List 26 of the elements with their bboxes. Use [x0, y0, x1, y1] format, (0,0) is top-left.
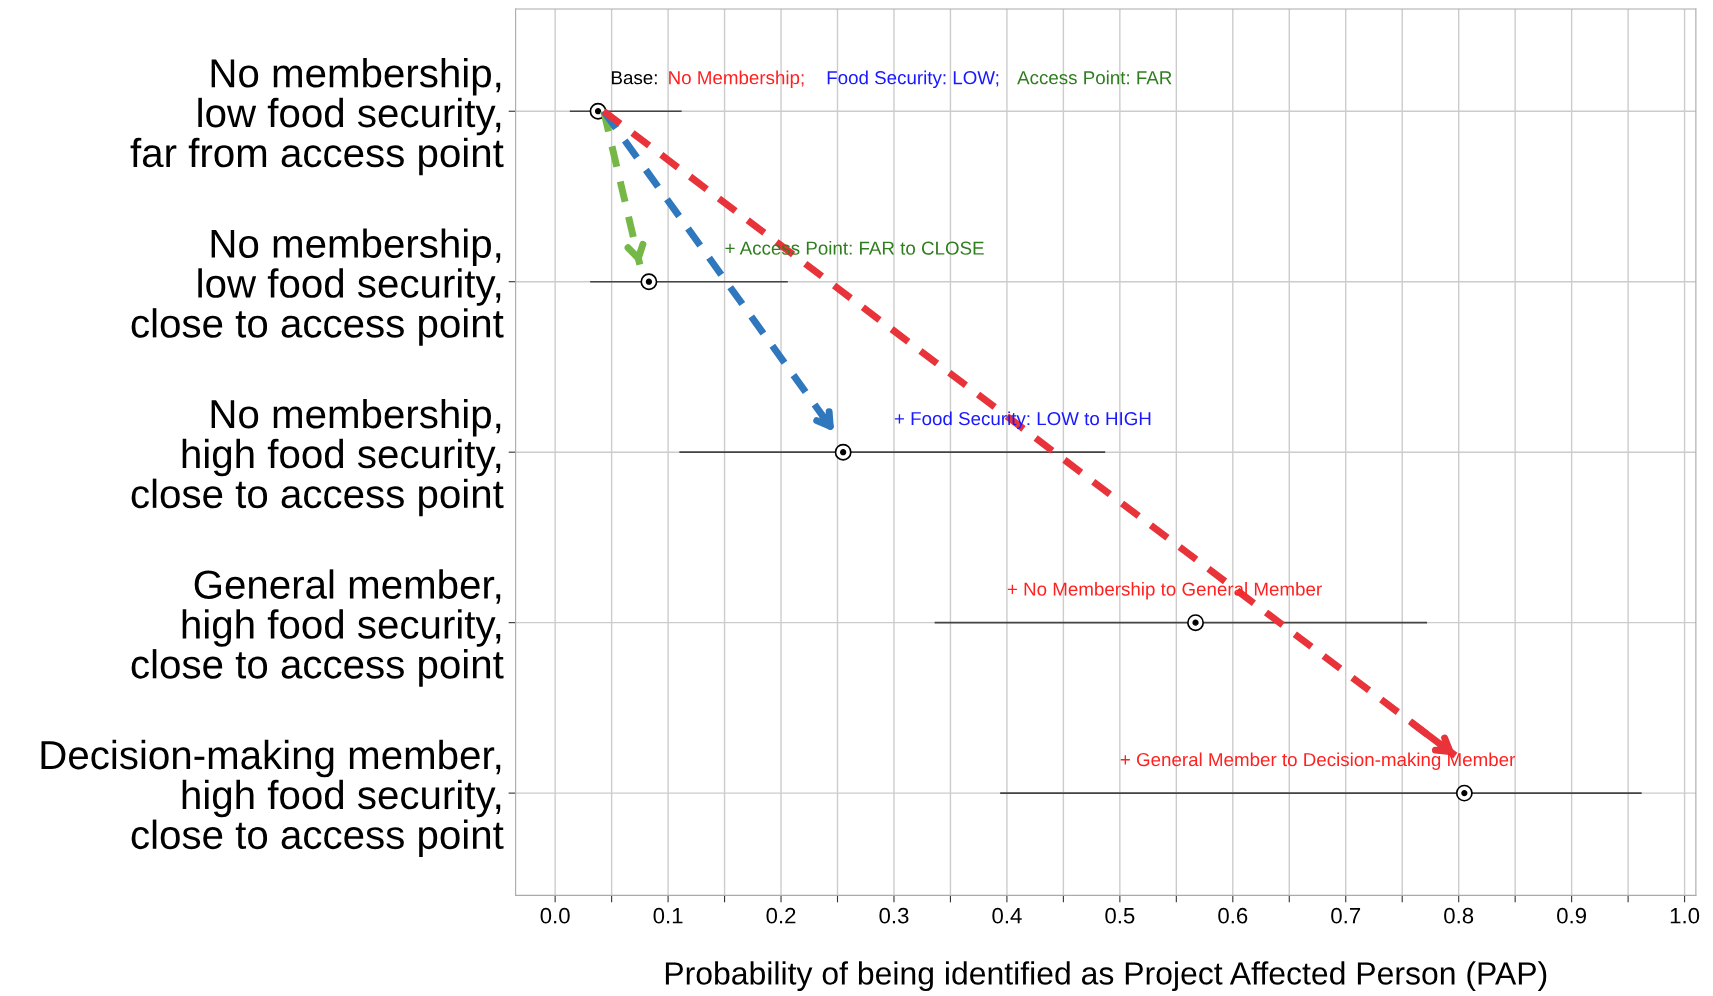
y-tick-label: No membership, high food security, close to access point: [131, 398, 504, 517]
x-tick-label: 0.8: [1444, 907, 1474, 924]
x-tick-label: 0.0: [540, 907, 570, 924]
annotation: Food Security: LOW;: [827, 70, 999, 89]
annotation: + General Member to Decision-making Member: [1120, 752, 1516, 770]
x-tick-label: 1.0: [1670, 907, 1700, 924]
point: [834, 443, 852, 461]
annotation: No Membership;: [669, 70, 804, 89]
y-tick-label: No membership, low food security, close to access point: [131, 228, 504, 346]
point: [1187, 614, 1205, 632]
y-tick-label: General member, high food security, close to access point: [131, 569, 504, 687]
x-tick-label: 0.5: [1105, 907, 1135, 924]
point: [1455, 784, 1473, 802]
y-tick-label: No membership, low food security, far from access point: [130, 57, 504, 176]
annotation: Base:: [612, 71, 657, 85]
x-axis-title: Probability of being identified as Project Affected Person (PAP): [665, 961, 1547, 992]
annotation: Access Point: FAR: [1017, 70, 1172, 85]
x-tick-label: 0.3: [879, 907, 909, 924]
point: [640, 273, 658, 291]
x-tick-label: 0.7: [1331, 907, 1361, 924]
y-tick-label: Decision-making member, high food security, close to access point: [41, 739, 504, 858]
x-tick-label: 0.9: [1557, 907, 1587, 924]
x-tick-label: 0.6: [1218, 907, 1248, 924]
x-tick-label: 0.1: [653, 907, 683, 924]
x-tick-label: 0.2: [766, 907, 796, 924]
x-tick-label: 0.4: [992, 907, 1022, 924]
